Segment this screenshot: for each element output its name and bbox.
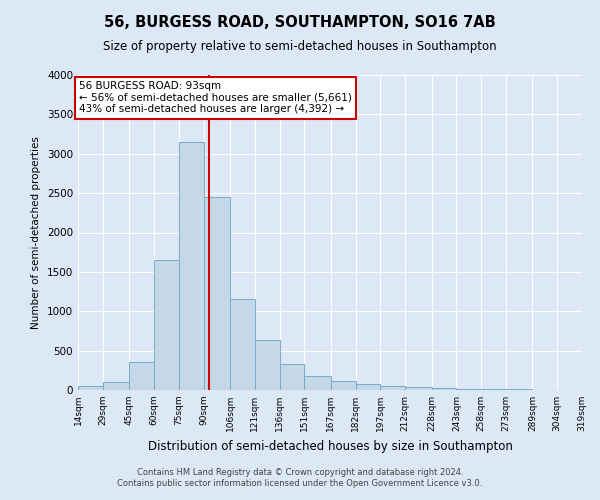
Bar bbox=[230, 300, 255, 390]
Bar bbox=[457, 389, 481, 390]
Bar bbox=[331, 381, 356, 390]
Text: 56 BURGESS ROAD: 93sqm
← 56% of semi-detached houses are smaller (5,661)
43% of : 56 BURGESS ROAD: 93sqm ← 56% of semi-det… bbox=[79, 82, 352, 114]
Bar bbox=[78, 386, 103, 390]
X-axis label: Distribution of semi-detached houses by size in Southampton: Distribution of semi-detached houses by … bbox=[148, 440, 512, 452]
Y-axis label: Number of semi-detached properties: Number of semi-detached properties bbox=[31, 136, 41, 329]
Text: Contains HM Land Registry data © Crown copyright and database right 2024.
Contai: Contains HM Land Registry data © Crown c… bbox=[118, 468, 482, 487]
Bar bbox=[304, 376, 331, 390]
Bar bbox=[103, 382, 129, 390]
Bar bbox=[431, 388, 457, 390]
Bar bbox=[255, 340, 280, 390]
Bar bbox=[356, 384, 380, 390]
Bar bbox=[280, 364, 304, 390]
Bar bbox=[129, 362, 154, 390]
Bar bbox=[405, 387, 431, 390]
Text: Size of property relative to semi-detached houses in Southampton: Size of property relative to semi-detach… bbox=[103, 40, 497, 53]
Bar bbox=[380, 386, 405, 390]
Bar bbox=[203, 197, 230, 390]
Text: 56, BURGESS ROAD, SOUTHAMPTON, SO16 7AB: 56, BURGESS ROAD, SOUTHAMPTON, SO16 7AB bbox=[104, 15, 496, 30]
Bar bbox=[481, 389, 506, 390]
Bar bbox=[179, 142, 203, 390]
Bar bbox=[154, 260, 179, 390]
